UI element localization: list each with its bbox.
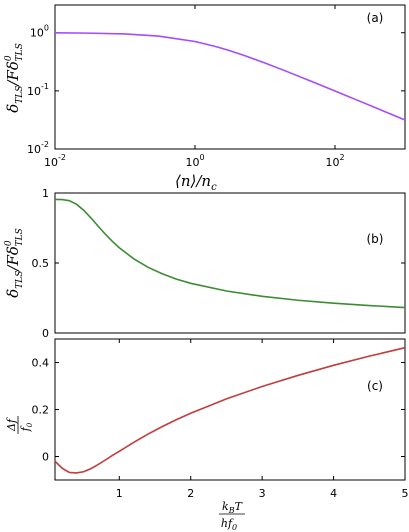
panel-c-xtick-label: 4 [330, 487, 337, 500]
panel-c-xlabel-den-sub: 0 [232, 523, 237, 532]
panel-a-series-line [54, 32, 406, 121]
panel-c-series-line [54, 346, 406, 474]
panel-b-ylabel-delta: δ [4, 289, 22, 298]
panel-b: 00.51 (b) δTLS/Fδ0TLS [4, 187, 406, 340]
panel-c-ticks: 1 2 3 4 5 0 0.2 0.4 [32, 339, 409, 500]
panel-a-ylabel-delta: δ [4, 104, 22, 113]
panel-b-ticks: 00.51 [32, 187, 405, 340]
panel-a-ticks: 10-2 100 102 10-2 10-1 100 [27, 5, 405, 169]
panel-a-xtick-label: 100 [185, 153, 204, 169]
panel-c-ytick-label: 0.2 [32, 404, 50, 417]
panel-b-ylabel: δTLS/Fδ0TLS [4, 228, 25, 298]
panel-a-ylabel-sub: TLS [15, 86, 25, 104]
svg-text:δTLS/Fδ0TLS: δTLS/Fδ0TLS [4, 43, 25, 113]
panel-b-ylabel-mid: /Fδ [4, 246, 22, 273]
panel-a-ytick-label: 10-1 [27, 82, 49, 98]
svg-text:f0: f0 [19, 422, 34, 432]
panel-c-ylabel: Δf f0 [5, 416, 34, 434]
panel-a-ylabel: δTLS/Fδ0TLS [4, 43, 25, 113]
svg-text:hf0: hf0 [221, 517, 237, 532]
panel-c-ytick-label: 0 [42, 451, 49, 464]
panel-a-xlabel: ⟨n⟩/nc [175, 172, 217, 193]
panel-a-ylabel-mid: /Fδ [4, 61, 22, 88]
panel-b-ytick-label: 0 [42, 327, 49, 340]
panel-a-xlabel-sub: c [211, 182, 217, 193]
panel-c-xlabel-num-tail: T [235, 500, 244, 513]
panel-a-ytick-label: 100 [30, 24, 49, 40]
panel-b-ylabel-sub2: TLS [15, 228, 25, 246]
panel-b-ylabel-sub: TLS [15, 271, 25, 289]
panel-c-ylabel-den-sub: 0 [26, 422, 34, 427]
panel-c-ylabel-den: f [19, 425, 32, 432]
panel-b-series-line [54, 198, 406, 309]
panel-a-ylabel-sup: 0 [4, 55, 14, 61]
panel-c-ytick-label: 0.4 [32, 357, 50, 370]
panel-b-ylabel-sup: 0 [4, 240, 14, 246]
panel-a-xlabel-main: ⟨n⟩/n [175, 172, 211, 190]
panel-a-ytick-label: 10-2 [27, 140, 49, 156]
panel-c-xtick-label: 3 [259, 487, 266, 500]
panel-b-ytick-label: 1 [42, 187, 49, 200]
panel-c-ylabel-num: Δf [5, 417, 18, 432]
panel-c-xtick-label: 5 [402, 487, 409, 500]
svg-text:kBT: kBT [222, 500, 244, 515]
panel-c-xlabel-num: k [222, 500, 229, 513]
panel-b-label: (b) [367, 232, 384, 246]
panel-c-xtick-label: 2 [187, 487, 194, 500]
panel-a-ylabel-sub2: TLS [15, 43, 25, 61]
panel-a-xtick-label: 10-2 [44, 153, 66, 169]
panel-c-label: (c) [367, 379, 383, 393]
panel-b-ytick-label: 0.5 [32, 257, 50, 270]
svg-text:δTLS/Fδ0TLS: δTLS/Fδ0TLS [4, 228, 25, 298]
panel-b-frame [54, 192, 406, 334]
svg-text:⟨n⟩/nc: ⟨n⟩/nc [175, 172, 217, 193]
panel-a-frame [54, 4, 406, 150]
panel-a-label: (a) [367, 11, 384, 25]
panel-c: 1 2 3 4 500.20.4 (c) kBT hf0 Δf f0 [5, 338, 409, 532]
panel-c-xlabel: kBT hf0 [219, 500, 245, 532]
panel-c-xlabel-num-sub: B [228, 506, 235, 515]
panel-a-xtick-label: 102 [325, 153, 344, 169]
panel-c-xtick-label: 1 [116, 487, 123, 500]
panel-c-xlabel-den: hf [221, 517, 234, 530]
